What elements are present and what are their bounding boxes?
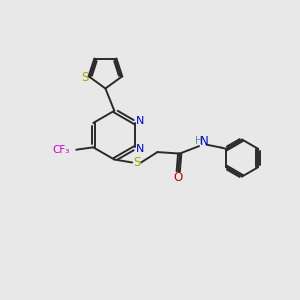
Text: N: N <box>135 144 144 154</box>
Text: S: S <box>81 71 88 84</box>
Text: CF₃: CF₃ <box>52 145 69 155</box>
Text: S: S <box>133 156 140 169</box>
Text: H: H <box>195 136 202 146</box>
Text: N: N <box>200 135 209 148</box>
Text: O: O <box>174 171 183 184</box>
Text: N: N <box>135 116 144 127</box>
